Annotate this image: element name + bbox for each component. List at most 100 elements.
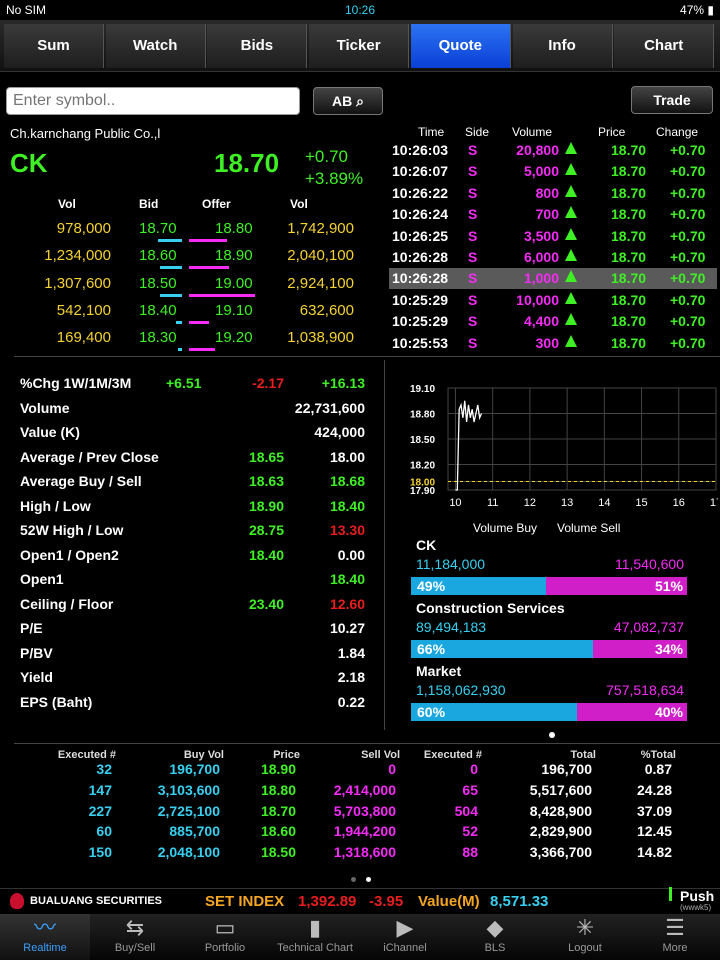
nav-label: iChannel — [383, 942, 427, 954]
tab-info[interactable]: Info — [512, 24, 613, 68]
exec-pct-total: 37.09 — [636, 802, 672, 819]
x-tick-label: 15 — [635, 497, 647, 509]
nav-label: More — [662, 942, 688, 954]
exec-sell-vol: 1,944,200 — [333, 823, 396, 840]
price-change: +0.70 — [305, 147, 349, 166]
bid-price[interactable]: 18.50 — [139, 274, 177, 292]
ticker-price: 18.70 — [611, 142, 647, 158]
ticker-change: +0.70 — [670, 206, 706, 223]
ticker-price: 18.70 — [611, 184, 647, 201]
push-label[interactable]: Push — [680, 888, 715, 904]
nav-item-portfolio[interactable]: ▭ Portfolio — [180, 914, 270, 960]
ticker-header: Change — [656, 125, 699, 139]
ticker-change: +0.70 — [670, 270, 706, 287]
bid-volume: 978,000 — [56, 220, 111, 237]
exec-sell-count: 88 — [462, 844, 478, 861]
exec-total: 196,700 — [541, 761, 592, 777]
offer-price[interactable]: 19.10 — [215, 301, 253, 319]
exec-buy-count: 147 — [88, 781, 112, 798]
bid-price[interactable]: 18.70 — [139, 220, 177, 237]
nav-item-more[interactable]: ☰ More — [630, 914, 720, 960]
ticker-change: +0.70 — [670, 142, 706, 158]
offer-depth-bar — [189, 293, 255, 297]
offer-price[interactable]: 19.00 — [215, 274, 253, 292]
nav-label: Realtime — [23, 942, 67, 954]
stat-row: Yield 2.18 — [20, 669, 370, 691]
technical-chart-icon: ▮ — [308, 915, 322, 940]
stat-row: Average / Prev Close 18.65 18.00 — [20, 449, 370, 471]
exec-sell-vol: 5,703,800 — [333, 802, 396, 819]
exec-sell-vol: 1,318,600 — [333, 844, 396, 861]
tab-chart[interactable]: Chart — [614, 24, 715, 68]
exec-header: %Total — [640, 749, 676, 761]
ticker-row: 10:25:29 S 4,400 18.70 +0.70 — [389, 311, 717, 332]
stat-row: P/E 10.27 — [20, 620, 370, 642]
last-price: 18.70 — [214, 148, 280, 178]
nav-item-realtime[interactable]: 〰 Realtime — [0, 914, 90, 960]
ticker-volume: 300 — [535, 334, 559, 351]
vol-group-sell: 11,540,600 — [614, 556, 684, 572]
offer-price[interactable]: 18.80 — [215, 220, 253, 237]
exec-sell-count: 504 — [454, 802, 478, 819]
ticker-volume: 3,500 — [523, 227, 559, 244]
nav-item-logout[interactable]: ✳ Logout — [540, 914, 630, 960]
divider — [14, 743, 720, 744]
ticker-side: S — [468, 227, 478, 244]
battery: 47% ▮ — [680, 3, 714, 17]
bottom-nav: 〰 Realtime ⇆ Buy/Sell ▭ Portfolio ▮ Technical C… — [0, 914, 720, 960]
x-tick-label: 12 — [524, 497, 536, 509]
bid-price[interactable]: 18.40 — [139, 301, 177, 319]
ticker-change: +0.70 — [670, 227, 706, 244]
offer-price[interactable]: 18.90 — [215, 247, 253, 265]
nav-item-bls[interactable]: ◆ BLS — [450, 914, 540, 960]
stat-value-a: +6.51 — [166, 375, 202, 391]
tab-ticker[interactable]: Ticker — [309, 24, 410, 68]
y-tick-label: 17.90 — [410, 486, 435, 497]
bid-price[interactable]: 18.30 — [139, 329, 177, 347]
tab-sum[interactable]: Sum — [4, 24, 104, 68]
tab-watch[interactable]: Watch — [105, 24, 206, 68]
ticker-price: 18.70 — [611, 163, 647, 180]
tab-quote[interactable]: Quote — [410, 24, 511, 68]
y-tick-label: 18.80 — [410, 410, 435, 421]
stat-row: P/BV 1.84 — [20, 645, 370, 667]
exec-buy-vol: 196,700 — [169, 761, 220, 777]
tab-bar: Sum Watch Bids Ticker Quote Info Chart — [0, 20, 720, 72]
stat-value-c: 18.00 — [329, 448, 365, 465]
offer-volume: 1,742,900 — [287, 220, 354, 237]
nav-item-ichannel[interactable]: ▶ iChannel — [360, 914, 450, 960]
push-indicator-icon — [669, 887, 672, 901]
ticker-change: +0.70 — [670, 334, 706, 351]
nav-item-buy-sell[interactable]: ⇆ Buy/Sell — [90, 914, 180, 960]
exec-header: Price — [273, 749, 300, 761]
search-button[interactable]: AB ⌕ — [313, 87, 383, 115]
trade-button[interactable]: Trade — [631, 86, 713, 114]
index-strip: BUALUANG SECURITIES SET INDEX 1,392.89 -… — [0, 887, 720, 914]
nav-item-technical-chart[interactable]: ▮ Technical Chart — [270, 914, 360, 960]
ticker-time: 10:26:25 — [392, 227, 449, 244]
stat-label: P/BV — [20, 644, 53, 661]
nav-label: Portfolio — [204, 942, 246, 954]
x-tick-label: 16 — [673, 497, 685, 509]
offer-volume: 2,924,100 — [287, 274, 354, 292]
intraday-chart: 10 11 12 13 14 15 16 17 19.10 18.80 18.50 18.20 18.0… — [410, 384, 718, 509]
ticker-time: 10:25:29 — [392, 313, 449, 330]
stat-value-c: 13.30 — [329, 522, 365, 538]
ticker-header: Side — [465, 125, 490, 139]
bid-depth-bar — [160, 266, 182, 270]
stat-value-b: 18.63 — [248, 473, 284, 489]
exec-header: Total — [570, 749, 596, 761]
tab-bids[interactable]: Bids — [207, 24, 308, 68]
carrier: No SIM — [6, 3, 47, 17]
symbol-input[interactable] — [6, 87, 300, 115]
offer-price[interactable]: 19.20 — [215, 329, 253, 347]
y-tick-label: 19.10 — [410, 384, 435, 395]
bualuang-logo-icon — [10, 893, 24, 909]
up-arrow-icon — [565, 334, 577, 347]
bid-volume: 1,307,600 — [44, 274, 111, 292]
ticker-time: 10:26:22 — [392, 184, 449, 201]
ticker-volume: 4,400 — [523, 313, 559, 330]
set-index-value: 1,392.89 — [298, 893, 357, 910]
bid-price[interactable]: 18.60 — [139, 247, 177, 265]
up-arrow-icon — [565, 206, 577, 219]
